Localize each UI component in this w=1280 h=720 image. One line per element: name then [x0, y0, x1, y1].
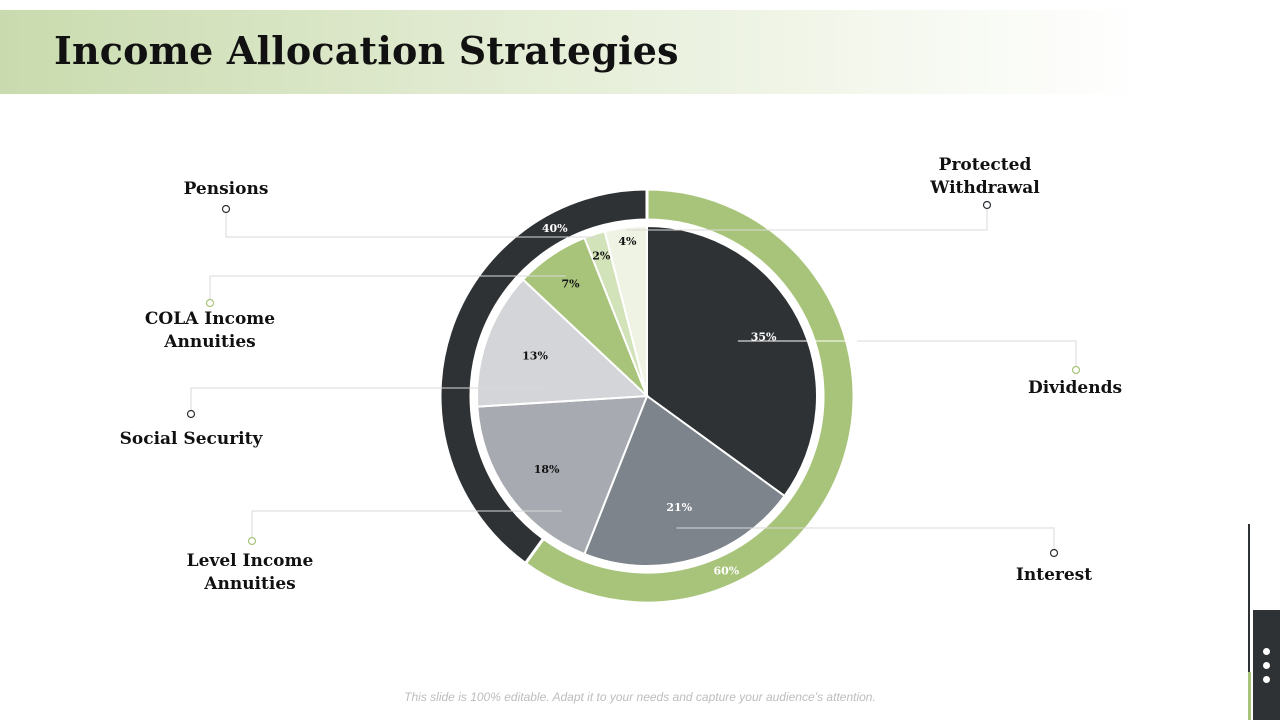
leader-marker-social-security [186, 409, 196, 419]
leader-marker-protected-withdrawal [982, 200, 992, 210]
pie-value-label-level-income-annuities: 18% [534, 463, 560, 476]
leader-marker-cola-income-annuities [205, 298, 215, 308]
leader-marker-interest [1049, 548, 1059, 558]
ring-value-label: 40% [542, 222, 568, 235]
ring-segment-60 [523, 187, 856, 605]
leader-line-pensions [225, 209, 599, 238]
outer-ring [438, 187, 856, 605]
category-label-cola-income-annuities: COLA Income Annuities [144, 309, 276, 352]
page-title: Income Allocation Strategies [54, 28, 679, 73]
side-rule [1248, 524, 1250, 720]
category-label-social-security: Social Security [119, 429, 263, 449]
ring-segment-40 [438, 187, 649, 566]
ring-value-label: 60% [713, 564, 739, 577]
side-menu-tab[interactable] [1253, 610, 1280, 720]
leader-line-outer-dividends [857, 340, 1077, 370]
pie-value-label-protected-withdrawal: 4% [618, 235, 637, 248]
category-label-dividends: Dividends [1027, 378, 1123, 398]
leader-line-cola-income-annuities [209, 275, 566, 303]
pie-value-label-interest: 21% [666, 501, 692, 514]
category-label-protected-withdrawal: Protected Withdrawal [930, 155, 1040, 198]
leader-line-level-income-annuities [251, 510, 562, 541]
pie-value-label-cola-income-annuities: 7% [562, 278, 581, 291]
leader-line-protected-withdrawal [626, 205, 988, 231]
pie-value-label-dividends: 35% [751, 331, 777, 344]
side-accent [1248, 672, 1251, 720]
menu-dot-icon [1263, 676, 1270, 683]
value-labels: 60% 40% 35% 21% 18% 13% 7% 2% 4% [522, 222, 777, 577]
pie-slice-protected-withdrawal [603, 224, 648, 397]
leader-marker-level-income-annuities [247, 536, 257, 546]
pie-value-label-pensions: 2% [592, 249, 611, 262]
menu-dot-icon [1263, 648, 1270, 655]
pie-slice-social-security [476, 278, 650, 408]
leader-line-interest [676, 527, 1055, 553]
pie-value-label-social-security: 13% [522, 350, 548, 363]
pie-slice-level-income-annuities [476, 394, 649, 556]
menu-dot-icon [1263, 662, 1270, 669]
leader-marker-dividends [1071, 365, 1081, 375]
title-bar [0, 10, 1140, 94]
leader-line-social-security [190, 387, 548, 414]
pie-slice-interest [583, 394, 786, 567]
leader-lines [186, 200, 1081, 558]
footer-note: This slide is 100% editable. Adapt it to… [404, 690, 876, 704]
category-label-pensions: Pensions [183, 179, 269, 199]
leader-marker-pensions [221, 204, 231, 214]
pie-slice-dividends [646, 224, 818, 498]
category-label-level-income-annuities: Level Income Annuities [186, 551, 314, 594]
pie [476, 224, 818, 567]
category-label-interest: Interest [1015, 565, 1093, 585]
